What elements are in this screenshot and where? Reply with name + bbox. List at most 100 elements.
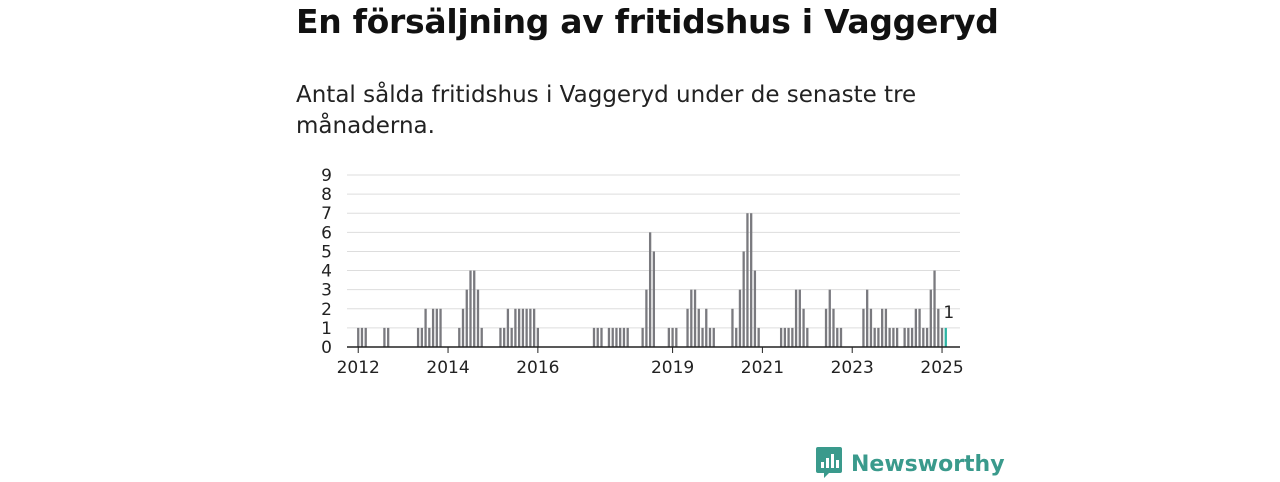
bar: [937, 308, 940, 347]
bar: [832, 308, 835, 347]
bar: [600, 327, 603, 347]
bar: [783, 327, 787, 347]
bar: [514, 308, 517, 347]
bar: [862, 308, 865, 347]
y-tick-label: 4: [321, 262, 332, 282]
bar: [914, 308, 918, 347]
bar: [615, 327, 618, 347]
bar: [806, 327, 809, 347]
x-tick-label: 2016: [516, 358, 559, 378]
bar: [458, 327, 461, 347]
bar: [357, 327, 360, 347]
bar: [697, 308, 700, 347]
bar: [536, 327, 540, 347]
bar: [439, 308, 442, 347]
bar: [881, 308, 884, 347]
bar: [903, 327, 906, 347]
bar: [648, 232, 652, 347]
bar: [420, 327, 424, 347]
bar: [499, 327, 502, 347]
bar: [431, 308, 435, 347]
bar: [884, 308, 888, 347]
y-tick-label: 5: [321, 242, 332, 262]
bar: [742, 251, 745, 347]
x-tick-label: 2019: [651, 358, 694, 378]
bar: [503, 327, 506, 347]
bar: [731, 308, 734, 347]
data-label: 1: [943, 303, 954, 323]
bar: [506, 308, 510, 347]
bar: [738, 289, 742, 347]
bar: [671, 327, 674, 347]
bar: [802, 308, 805, 347]
x-tick-label: 2012: [337, 358, 380, 378]
bar: [529, 308, 532, 347]
bar: [798, 289, 801, 347]
bar: [473, 270, 476, 347]
bar: [387, 327, 390, 347]
bar: [465, 289, 468, 347]
bar: [364, 327, 367, 347]
chart-subtitle: Antal sålda fritidshus i Vaggeryd under …: [296, 82, 917, 139]
x-tick-label: 2023: [831, 358, 874, 378]
bar: [712, 327, 715, 347]
bar: [910, 327, 914, 347]
bar: [940, 327, 944, 347]
bar: [892, 327, 895, 347]
bar: [907, 327, 910, 347]
bar: [866, 289, 869, 347]
bar: [791, 327, 794, 347]
bar: [675, 327, 678, 347]
bar: [888, 327, 891, 347]
bar: [922, 327, 925, 347]
bar: [517, 308, 521, 347]
bar: [592, 327, 596, 347]
bar: [828, 289, 831, 347]
bar: [839, 327, 843, 347]
bar: [619, 327, 622, 347]
bar: [690, 289, 693, 347]
x-tick-label: 2021: [741, 358, 784, 378]
bar: [869, 308, 873, 347]
x-tick-label: 2014: [426, 358, 469, 378]
y-tick-label: 9: [321, 166, 332, 186]
bar: [532, 308, 536, 347]
y-tick-label: 6: [321, 223, 332, 243]
bar: [416, 327, 420, 347]
bar: [701, 327, 704, 347]
bar: [652, 251, 656, 347]
y-tick-label: 1: [321, 319, 332, 339]
bar: [476, 289, 480, 347]
bar: [779, 327, 783, 347]
bar: [929, 289, 932, 347]
bar: [895, 327, 899, 347]
bar: [693, 289, 697, 347]
bar: [746, 213, 749, 347]
bar: [794, 289, 798, 347]
bar: [480, 327, 483, 347]
bar: [877, 327, 880, 347]
bar: [836, 327, 839, 347]
bar: [469, 270, 472, 347]
bar: [750, 213, 753, 347]
brand-logo[interactable]: Newsworthy: [815, 446, 1005, 482]
chart-title: En försäljning av fritidshus i Vaggeryd: [296, 2, 999, 41]
bar: [626, 327, 629, 347]
bar: [933, 270, 936, 347]
bar: [705, 308, 708, 347]
bar: [686, 308, 689, 347]
bar: [824, 308, 828, 347]
bar: [873, 327, 876, 347]
bar: [424, 308, 427, 347]
bar: [622, 327, 626, 347]
bar: [596, 327, 599, 347]
newsworthy-logo-icon: [815, 446, 843, 482]
bar: [607, 327, 611, 347]
bar: [925, 327, 929, 347]
bar: [645, 289, 648, 347]
bar: [918, 308, 921, 347]
bar: [641, 327, 644, 347]
bar: [708, 327, 712, 347]
x-tick-label: 2025: [920, 358, 963, 378]
